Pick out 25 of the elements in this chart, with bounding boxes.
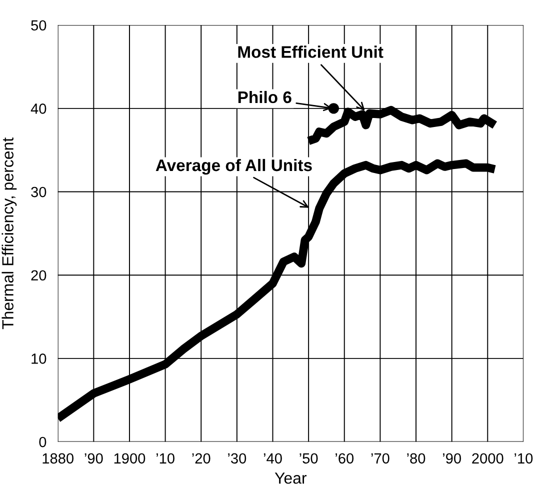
x-tick-label: ’50 xyxy=(300,453,318,464)
y-axis-title: Thermal Efficiency, percent xyxy=(2,138,17,330)
y-tick-label: 10 xyxy=(32,354,46,364)
y-tick-label: 0 xyxy=(39,436,46,448)
x-tick-label: ’80 xyxy=(407,453,426,464)
x-tick-label: ’90 xyxy=(84,453,103,464)
x-tick-label: ’40 xyxy=(264,453,282,464)
x-tick-label: 2000 xyxy=(472,453,504,464)
x-tick-label: ’10 xyxy=(514,453,533,464)
x-tick-label: 1900 xyxy=(114,453,146,464)
x-tick-label: ’30 xyxy=(228,453,246,464)
x-tick-label: ’10 xyxy=(156,453,174,464)
annotation: Average of All Units xyxy=(156,158,312,175)
annotation: Philo 6 xyxy=(238,90,292,104)
x-tick-label: ’90 xyxy=(442,453,461,464)
y-tick-label: 50 xyxy=(31,20,46,31)
y-tick-label: 40 xyxy=(30,104,46,114)
x-tick-label: ’70 xyxy=(371,453,390,464)
x-tick-label: ’60 xyxy=(336,453,354,464)
x-tick-label: ’20 xyxy=(192,453,210,464)
y-tick-label: 20 xyxy=(31,270,46,281)
annotation: Most Efficient Unit xyxy=(238,46,384,58)
y-tick-label: 30 xyxy=(31,186,46,198)
x-tick-label: 1880 xyxy=(42,453,74,464)
x-axis-title: Year xyxy=(274,472,307,484)
